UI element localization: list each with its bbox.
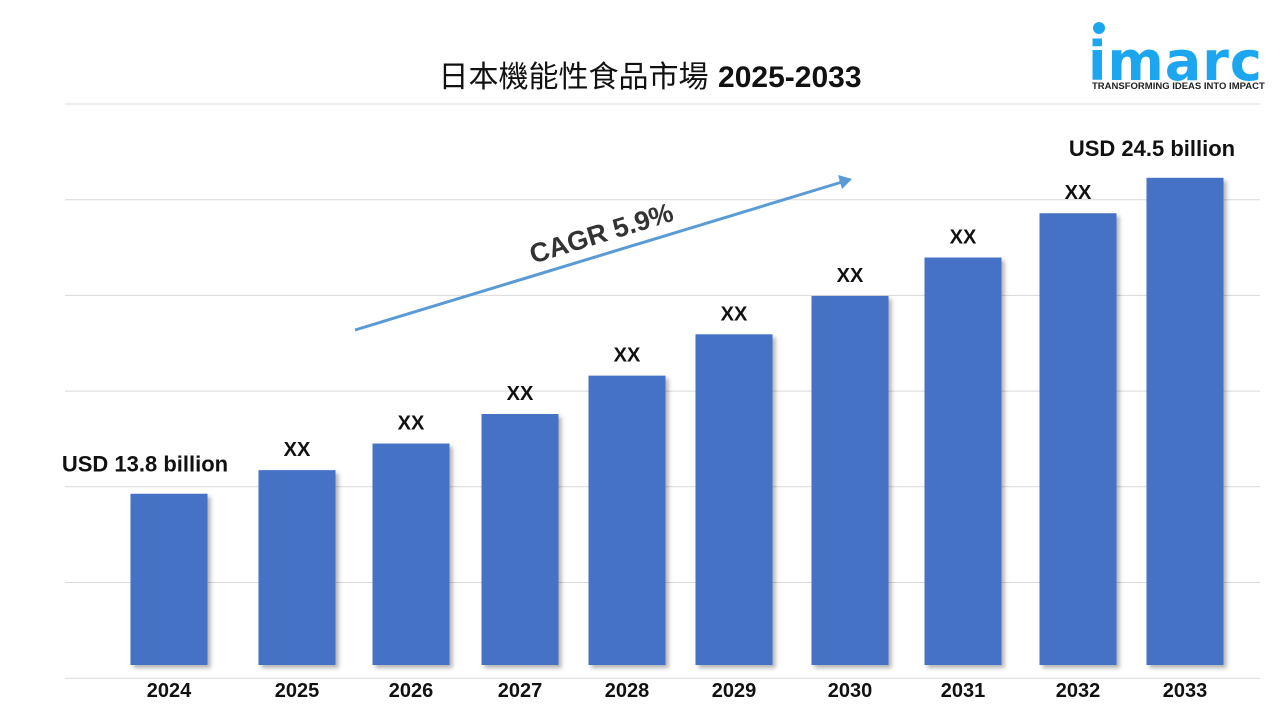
data-label-2024: USD 13.8 billion xyxy=(62,452,228,477)
x-tick-2030: 2030 xyxy=(828,680,873,702)
x-tick-2033: 2033 xyxy=(1163,680,1208,702)
bar-2029 xyxy=(695,334,773,665)
logo-tagline: TRANSFORMING IDEAS INTO IMPACT xyxy=(1092,81,1265,92)
bar-2032 xyxy=(1039,213,1117,665)
data-label-2028: XX xyxy=(614,345,641,367)
bar-2033 xyxy=(1146,177,1224,665)
cagr-arrow xyxy=(354,180,843,332)
data-label-2029: XX xyxy=(721,303,748,325)
data-label-2033: USD 24.5 billion xyxy=(1069,136,1235,161)
data-label-2027: XX xyxy=(507,383,534,405)
x-tick-2032: 2032 xyxy=(1056,680,1101,702)
x-tick-2025: 2025 xyxy=(275,680,320,702)
x-tick-2031: 2031 xyxy=(941,680,986,702)
x-tick-2026: 2026 xyxy=(389,680,434,702)
bar-2025 xyxy=(258,470,336,665)
bar-2027 xyxy=(481,414,559,665)
logo-dot xyxy=(1093,22,1105,34)
x-tick-2024: 2024 xyxy=(147,680,192,702)
bar-2024 xyxy=(130,493,208,665)
data-label-2030: XX xyxy=(837,265,864,287)
chart-title: 日本機能性食品市場 2025-2033 xyxy=(0,52,1280,96)
logo-wordmark: imarc xyxy=(1088,30,1263,93)
title-text: 日本機能性食品市場 xyxy=(438,60,709,95)
imarc-logo: imarc TRANSFORMING IDEAS INTO IMPACT xyxy=(1088,18,1268,98)
bar-2026 xyxy=(372,443,450,665)
x-tick-2027: 2027 xyxy=(498,680,543,702)
data-label-2031: XX xyxy=(950,227,977,249)
x-tick-2029: 2029 xyxy=(712,680,757,702)
data-label-2026: XX xyxy=(398,413,425,435)
bar-2028 xyxy=(588,375,666,665)
cagr-label: CAGR 5.9% xyxy=(526,197,677,269)
x-tick-2028: 2028 xyxy=(605,680,650,702)
arrow-head-icon xyxy=(838,175,852,189)
data-label-2032: XX xyxy=(1065,182,1092,204)
title-years: 2025-2033 xyxy=(718,61,862,94)
data-label-2025: XX xyxy=(284,439,311,461)
bar-2030 xyxy=(811,295,889,665)
bar-2031 xyxy=(924,257,1002,665)
